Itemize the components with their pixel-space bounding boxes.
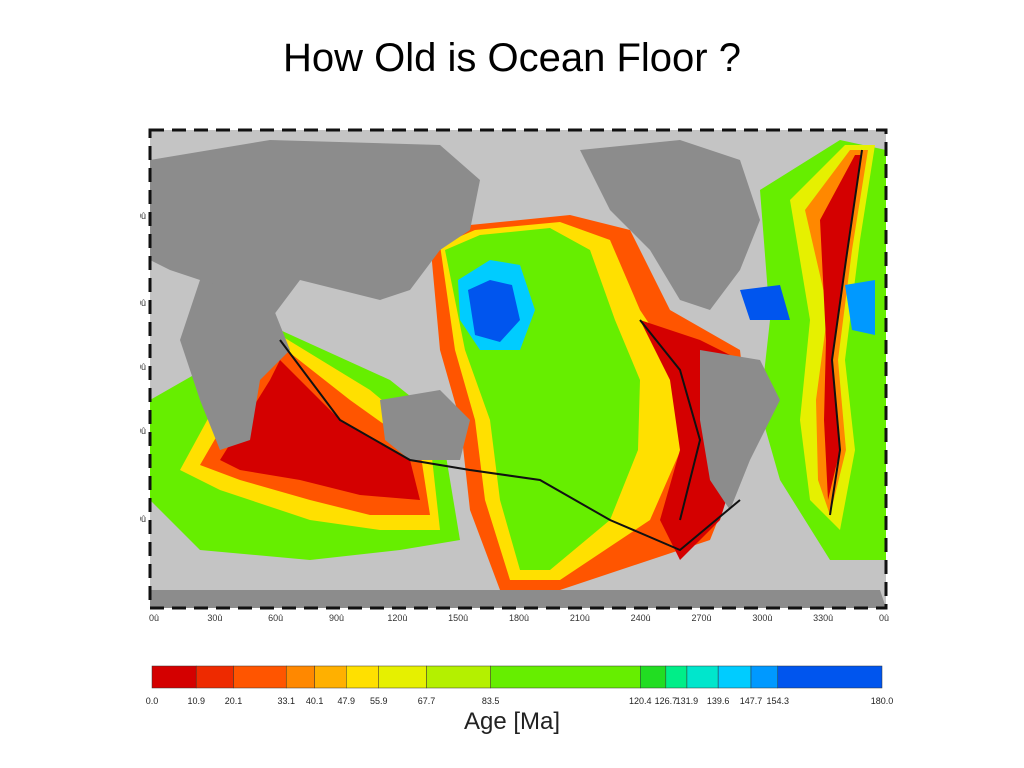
- longitude-label: 90û: [329, 613, 344, 623]
- eurasia-landmass: [150, 140, 480, 320]
- longitude-label: 60û: [268, 613, 283, 623]
- antarctica-landmass: [150, 590, 886, 608]
- longitude-label: 180û: [509, 613, 529, 623]
- latitude-label: 30û: [140, 298, 146, 308]
- longitude-label: 210û: [570, 613, 590, 623]
- longitude-label: 0û: [149, 613, 159, 623]
- colorbar-title: Age [Ma]: [463, 708, 561, 735]
- longitude-label: 120û: [387, 613, 407, 623]
- colorbar-tick-label: 10.9: [187, 696, 205, 706]
- latitude-label: -60û: [140, 514, 146, 524]
- colorbar-tick-label: 126.7: [655, 696, 678, 706]
- longitude-label: 240û: [631, 613, 651, 623]
- colorbar-swatch: [490, 665, 641, 689]
- colorbar-swatch: [195, 665, 234, 689]
- colorbar-swatch: [750, 665, 779, 689]
- colorbar-tick-label: 147.7: [740, 696, 763, 706]
- colorbar-swatch: [233, 665, 287, 689]
- colorbar-tick-label: 180.0: [871, 696, 894, 706]
- mid-ocean-ridges: [279, 149, 863, 552]
- colorbar-swatch: [285, 665, 315, 689]
- colorbar-swatch: [717, 665, 752, 689]
- colorbar-swatch: [665, 665, 688, 689]
- colorbar-tick-label: 55.9: [370, 696, 388, 706]
- longitude-label: 300û: [752, 613, 772, 623]
- map-canvas: 60û 30û 0û -30û -60û 0û 30û 60û 90û 120û 150û 180û…: [140, 128, 889, 623]
- slide-title: How Old is Ocean Floor ?: [283, 36, 741, 80]
- latitude-label: 0û: [140, 362, 146, 372]
- colorbar-ticks: 0.0 10.9 20.1 33.1 40.1 47.9 55.9 67.7 83.5 120.4…: [146, 696, 894, 706]
- colorbar-swatch: [686, 665, 719, 689]
- north-america-landmass: [580, 140, 760, 310]
- colorbar-tick-label: 47.9: [337, 696, 355, 706]
- colorbar-tick-label: 40.1: [306, 696, 324, 706]
- colorbar-swatches: [151, 665, 883, 689]
- ocean-age-map: 60û 30û 0û -30û -60û 0û 30û 60û 90û 120û 150û 180û…: [140, 120, 900, 630]
- latitude-label: -30û: [140, 426, 146, 436]
- colorbar-tick-label: 20.1: [225, 696, 243, 706]
- longitude-label: 0û: [879, 613, 889, 623]
- colorbar-tick-label: 120.4: [629, 696, 652, 706]
- south-america-landmass: [700, 350, 780, 510]
- colorbar-swatch: [640, 665, 667, 689]
- longitude-label: 270û: [691, 613, 711, 623]
- age-colorbar: 0.0 10.9 20.1 33.1 40.1 47.9 55.9 67.7 83.5 120.4…: [146, 665, 894, 706]
- colorbar-swatch: [151, 665, 197, 689]
- longitude-label: 150û: [448, 613, 468, 623]
- colorbar-tick-label: 131.9: [676, 696, 699, 706]
- latitude-axis: 60û 30û 0û -30û -60û: [140, 211, 146, 524]
- colorbar-tick-label: 33.1: [277, 696, 295, 706]
- continents: [150, 140, 886, 608]
- colorbar-tick-label: 0.0: [146, 696, 159, 706]
- colorbar-tick-label: 67.7: [418, 696, 436, 706]
- colorbar-swatch: [777, 665, 883, 689]
- colorbar-tick-label: 83.5: [482, 696, 500, 706]
- colorbar-swatch: [346, 665, 379, 689]
- pacific-ocean-age: [430, 215, 750, 590]
- map-layers: [150, 140, 886, 608]
- map-border: [148, 128, 888, 610]
- longitude-label: 330û: [813, 613, 833, 623]
- colorbar-tick-label: 154.3: [767, 696, 790, 706]
- colorbar-tick-label: 139.6: [707, 696, 730, 706]
- longitude-label: 30û: [207, 613, 222, 623]
- australia-landmass: [380, 390, 470, 460]
- indian-ocean-age: [150, 330, 460, 560]
- colorbar-swatch: [426, 665, 491, 689]
- colorbar-swatch: [314, 665, 347, 689]
- latitude-label: 60û: [140, 211, 146, 221]
- longitude-axis: 0û 30û 60û 90û 120û 150û 180û 210û 240û 270û 300û 3…: [149, 613, 889, 623]
- africa-landmass: [180, 280, 290, 450]
- colorbar-swatch: [378, 665, 427, 689]
